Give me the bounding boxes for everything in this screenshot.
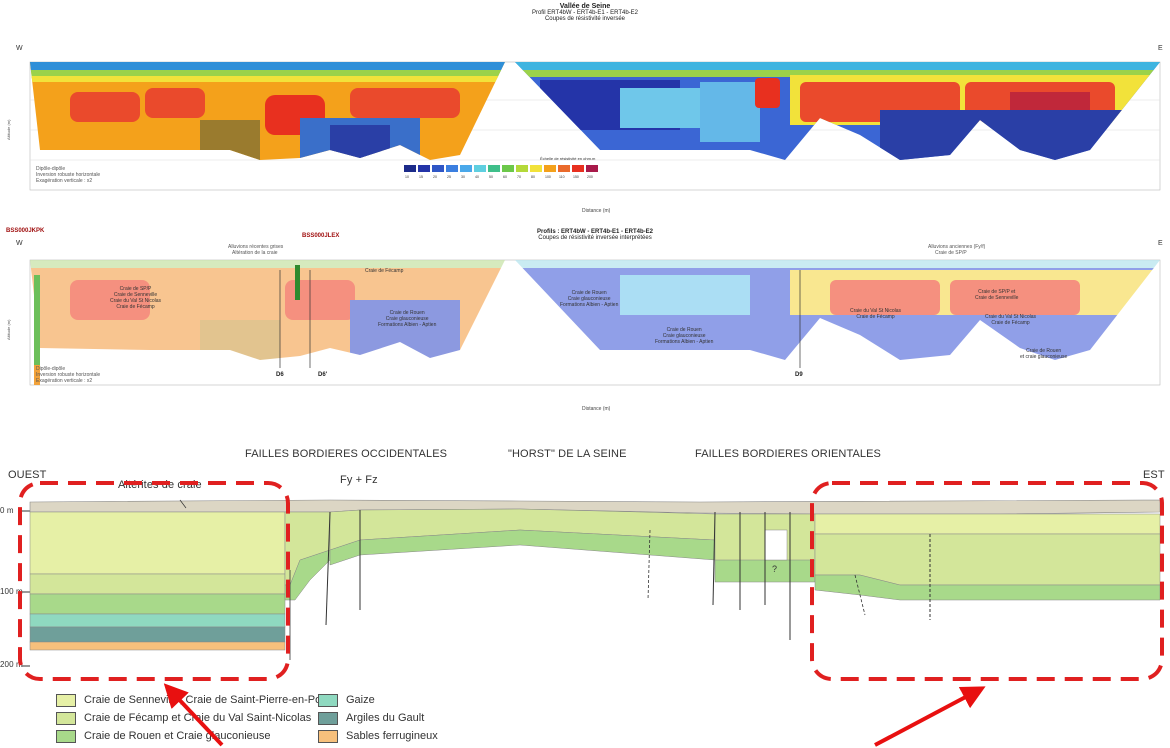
annotation-alluvions-anciennes: Alluvions anciennes (Fy/f) (928, 244, 986, 250)
legend-swatch-senneville (56, 693, 76, 707)
label-failles-occidentales: FAILLES BORDIERES OCCIDENTALES (245, 448, 448, 460)
section1-title-line1: Vallée de Seine (559, 3, 611, 10)
scale-value-13: 150 (573, 175, 579, 179)
scale-value-8: 60 (503, 175, 507, 179)
scale-value-1: 10 (405, 175, 409, 179)
section1-west-label: W (16, 45, 23, 52)
borehole-2-label: BSS000JLEX (302, 233, 339, 239)
section1-title-line2: Profil ERT4bW - ERT4b-E1 - ERT4b-E2 (531, 10, 639, 16)
unit-label-1: Craie de SP/P Craie de Senneville Craie … (110, 286, 162, 310)
legend-item-sables: Sables ferrugineux (318, 729, 438, 743)
label-est: EST (1143, 469, 1165, 481)
highlight-box-west (18, 481, 290, 681)
legend-item-gaize: Gaize (318, 693, 375, 707)
unit-label-2: Craie de Fécamp (365, 268, 404, 274)
scale-value-10: 80 (531, 175, 535, 179)
borehole-1-label: BSS000JKPK (6, 228, 45, 234)
legend-item-gault: Argiles du Gault (318, 711, 424, 725)
unit-label-9: Craie de Rouen et craie glauconieuse (1020, 348, 1068, 360)
scale-value-5: 30 (461, 175, 465, 179)
borehole-d6p-label: D6' (318, 372, 328, 378)
section2-west-label: W (16, 240, 23, 247)
borehole-d9-label: D9 (795, 372, 803, 378)
section2-title: Profils : ERT4bW - ERT4b-E1 - ERT4b-E2 C… (470, 229, 720, 241)
legend-item-rouen: Craie de Rouen et Craie glauconieuse (56, 729, 271, 743)
unit-label-5: Craie de Rouen Craie glauconieuse Format… (655, 327, 714, 345)
section1-xlabel: Distance (m) (582, 208, 611, 214)
resistivity-colour-scale (404, 165, 598, 172)
arrow-west (163, 683, 224, 747)
legend-label-rouen: Craie de Rouen et Craie glauconieuse (84, 730, 271, 742)
legend-label-gault: Argiles du Gault (346, 712, 425, 724)
resistivity-section-raw: W E Altitude (m) Échelle de résistivité … (6, 45, 1163, 214)
section2-title-line1: Profils : ERT4bW - ERT4b-E1 - ERT4b-E2 (536, 229, 653, 235)
unit-label-7: Craie du Val St Nicolas Craie de Fécamp (850, 308, 902, 320)
scale-value-12: 110 (559, 175, 565, 179)
legend-label-gaize: Gaize (346, 694, 375, 706)
legend-label-sables: Sables ferrugineux (346, 730, 438, 742)
section1-note-3: Exagération verticale : x2 (36, 178, 92, 184)
section2-note-1: Dipôle-dipôle (36, 366, 65, 372)
legend-swatch-fecamp (56, 711, 76, 725)
section2-title-line2: Coupes de résistivité inversée interprét… (538, 235, 652, 241)
section1-note-1: Dipôle-dipôle (36, 166, 65, 172)
section2-note-2: Inversion robuste horizontale (36, 372, 100, 378)
fault-question-mark: ? (772, 564, 777, 574)
scale-value-11: 100 (545, 175, 551, 179)
legend-swatch-rouen (56, 729, 76, 743)
unit-label-4: Craie de Rouen Craie glauconieuse Format… (560, 290, 619, 308)
section2-ylabel: Altitude (m) (6, 319, 11, 340)
section2-note-3: Exagération verticale : x2 (36, 378, 92, 384)
scale-value-2: 15 (419, 175, 423, 179)
section2-east-label: E (1158, 240, 1163, 247)
label-fy-fz: Fy + Fz (340, 474, 378, 486)
section1-east-label: E (1158, 45, 1163, 52)
scale-value-7: 50 (489, 175, 493, 179)
unit-label-3: Craie de Rouen Craie glauconieuse Format… (378, 310, 437, 328)
highlight-box-east (810, 481, 1164, 681)
label-horst-seine: "HORST" DE LA SEINE (508, 448, 627, 460)
label-failles-orientales: FAILLES BORDIERES ORIENTALES (695, 448, 881, 460)
legend-swatch-gaize (318, 693, 338, 707)
lithology-legend: Craie de Senneville, Craie de Saint-Pier… (56, 693, 616, 745)
annotation-alteration-craie: Altération de la craie (232, 250, 278, 256)
depth-label-100: 100 m (0, 587, 23, 596)
geological-cross-section: ? (22, 499, 1161, 667)
unit-label-8: Craie du Val St Nicolas Craie de Fécamp (985, 314, 1037, 326)
label-ouest: OUEST (8, 469, 47, 481)
annotation-alluvions-recentes: Alluvions récentes grises (228, 244, 284, 250)
scale-value-9: 70 (517, 175, 521, 179)
legend-swatch-gault (318, 711, 338, 725)
section1-scale-title: Échelle de résistivité en ohm.m (540, 156, 596, 161)
section1-note-2: Inversion robuste horizontale (36, 172, 100, 178)
borehole-d6-label: D6 (276, 372, 284, 378)
arrow-east (874, 686, 986, 747)
depth-label-200: 200 m (0, 660, 23, 669)
resistivity-section-interpreted: W E Altitude (m) BSS000JKPK BSS000JLEX D… (6, 228, 1163, 412)
legend-swatch-sables (318, 729, 338, 743)
depth-label-0: 0 m (0, 506, 14, 515)
unit-label-6: Craie de SP/P et Craie de Senneville (975, 289, 1019, 301)
section1-title: Vallée de Seine Profil ERT4bW - ERT4b-E1… (460, 3, 710, 22)
section2-xlabel: Distance (m) (582, 406, 611, 412)
annotation-craie-spp: Craie de SP/P (935, 250, 967, 256)
scale-value-14: 200 (587, 175, 593, 179)
section1-ylabel: Altitude (m) (6, 119, 11, 140)
scale-value-6: 40 (475, 175, 479, 179)
scale-value-3: 20 (433, 175, 437, 179)
section1-title-line3: Coupes de résistivité inversée (544, 16, 626, 22)
legend-label-senneville: Craie de Senneville, Craie de Saint-Pier… (84, 694, 328, 706)
legend-item-senneville: Craie de Senneville, Craie de Saint-Pier… (56, 693, 328, 707)
scale-value-4: 25 (447, 175, 451, 179)
